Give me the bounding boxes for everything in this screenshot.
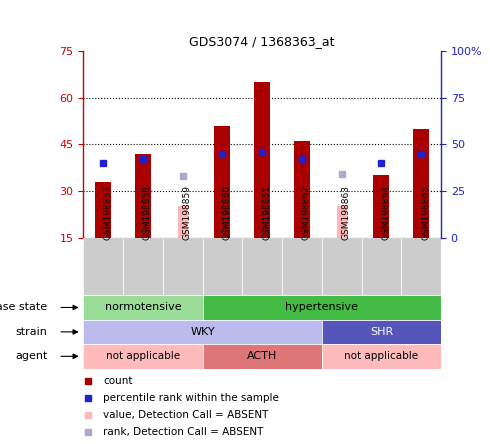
Text: GSM198857: GSM198857 xyxy=(103,186,112,241)
Bar xyxy=(362,238,401,295)
Text: GSM198864: GSM198864 xyxy=(381,186,391,241)
Bar xyxy=(123,238,163,295)
Bar xyxy=(83,344,202,369)
Text: GSM198858: GSM198858 xyxy=(143,186,152,241)
Bar xyxy=(83,238,123,295)
Text: normotensive: normotensive xyxy=(104,302,181,313)
Text: not applicable: not applicable xyxy=(344,351,418,361)
Text: rank, Detection Call = ABSENT: rank, Detection Call = ABSENT xyxy=(103,428,263,437)
Bar xyxy=(282,238,322,295)
Text: percentile rank within the sample: percentile rank within the sample xyxy=(103,393,279,403)
Bar xyxy=(202,238,242,295)
Bar xyxy=(242,238,282,295)
Title: GDS3074 / 1368363_at: GDS3074 / 1368363_at xyxy=(190,36,335,48)
Text: agent: agent xyxy=(15,351,48,361)
Text: WKY: WKY xyxy=(190,327,215,337)
Text: GSM198865: GSM198865 xyxy=(421,186,430,241)
Bar xyxy=(202,344,322,369)
Text: GSM198861: GSM198861 xyxy=(262,186,271,241)
Bar xyxy=(202,295,441,320)
Bar xyxy=(215,126,230,238)
Bar xyxy=(135,154,151,238)
Text: GSM198863: GSM198863 xyxy=(342,186,351,241)
Text: count: count xyxy=(103,377,132,386)
Text: ACTH: ACTH xyxy=(247,351,277,361)
Bar xyxy=(83,295,202,320)
Bar xyxy=(178,206,188,238)
Text: GSM198859: GSM198859 xyxy=(183,186,192,241)
Text: GSM198862: GSM198862 xyxy=(302,186,311,241)
Bar xyxy=(95,182,111,238)
Bar xyxy=(254,82,270,238)
Bar xyxy=(163,238,202,295)
Text: GSM198860: GSM198860 xyxy=(222,186,231,241)
Bar xyxy=(373,175,390,238)
Bar xyxy=(413,129,429,238)
Text: not applicable: not applicable xyxy=(106,351,180,361)
Bar xyxy=(322,238,362,295)
Bar xyxy=(322,344,441,369)
Bar xyxy=(322,320,441,344)
Text: strain: strain xyxy=(16,327,48,337)
Text: SHR: SHR xyxy=(370,327,393,337)
Text: hypertensive: hypertensive xyxy=(285,302,358,313)
Bar xyxy=(401,238,441,295)
Bar xyxy=(83,320,322,344)
Bar xyxy=(294,141,310,238)
Text: value, Detection Call = ABSENT: value, Detection Call = ABSENT xyxy=(103,410,269,420)
Bar xyxy=(337,206,346,238)
Text: disease state: disease state xyxy=(0,302,48,313)
